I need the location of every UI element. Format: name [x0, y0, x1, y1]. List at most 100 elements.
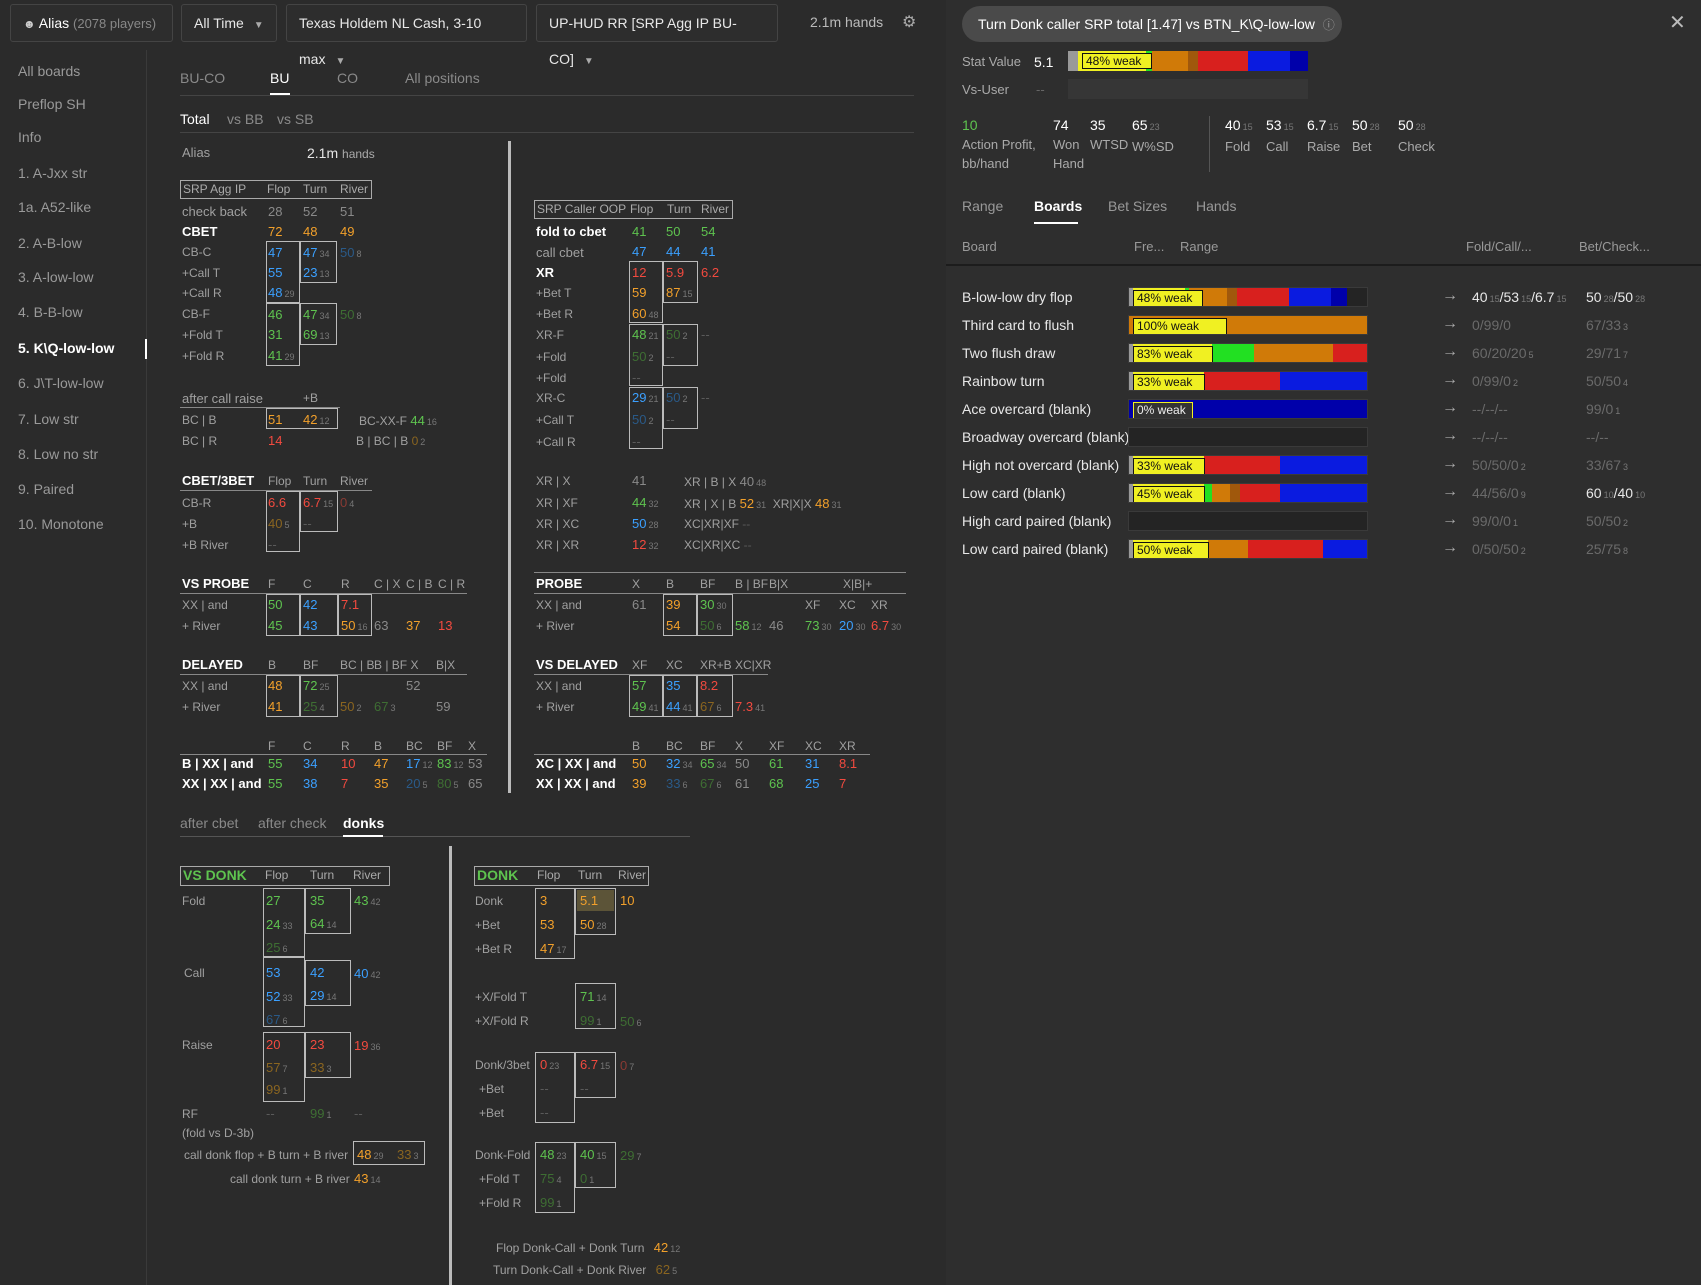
tab-all-positions[interactable]: All positions [405, 70, 480, 86]
cbr-box [300, 491, 338, 532]
label: XR | X [536, 474, 571, 488]
vsdonk-raise-box [263, 1032, 305, 1102]
board-row[interactable]: High not overcard (blank)3.933% weak→50/… [962, 452, 1701, 480]
summary-label: Bet [1352, 139, 1372, 154]
sidebar-item[interactable]: Preflop SH [18, 96, 86, 112]
val: 50 2 [666, 327, 688, 342]
sidebar-item[interactable]: 8. Low no str [18, 446, 99, 462]
val: 50 [666, 224, 681, 239]
board-name: Rainbow turn [962, 373, 1045, 389]
sidebar-item[interactable]: 1. A-Jxx str [18, 165, 88, 181]
val: 7 [341, 776, 349, 791]
tab-hands[interactable]: Hands [1196, 198, 1237, 214]
chevron-down-icon: ▼ [335, 56, 346, 67]
tab-bet-sizes[interactable]: Bet Sizes [1108, 198, 1168, 214]
val: 6.7 30 [871, 618, 902, 633]
sidebar-item[interactable]: 7. Low str [18, 411, 79, 427]
value: 67 [1586, 317, 1602, 333]
val: 38 [303, 776, 318, 791]
val: 61 [735, 776, 750, 791]
tab-underline [343, 835, 383, 837]
vs-donk-header: VS DONK Flop Turn River [180, 866, 390, 886]
sidebar-item[interactable]: 1a. A52-like [18, 199, 92, 215]
tab-range[interactable]: Range [962, 198, 1004, 214]
val: 46 [268, 307, 283, 322]
sidebar-item[interactable]: 4. B-B-low [18, 304, 83, 320]
val: 48 23 [540, 1147, 567, 1162]
label: B|X [436, 658, 456, 672]
game-label: Texas Holdem NL Cash, 3-10 max [299, 15, 482, 67]
board-row[interactable]: Third card to flush4.5100% weak→0/99/067… [962, 312, 1701, 340]
arrow-icon: → [1442, 315, 1458, 332]
tab-bu-co[interactable]: BU-CO [180, 70, 226, 86]
tab-vs-bb[interactable]: vs BB [227, 111, 264, 127]
board-row[interactable]: Two flush draw7.883% weak→60/20/20529/71… [962, 340, 1701, 368]
val: -- [666, 412, 675, 427]
board-row[interactable]: Low card paired (blank)1450% weak→0/50/5… [962, 536, 1701, 564]
val: 44 [666, 244, 681, 259]
board-row[interactable]: Ace overcard (blank)2.20% weak→--/--/--9… [962, 396, 1701, 424]
summary-stat: 10 Action Profit, bb/hand [962, 116, 1036, 173]
tab-after-check[interactable]: after check [258, 815, 327, 831]
col-board: Board [962, 239, 997, 254]
label: B | BF [735, 577, 769, 591]
val: 20 30 [839, 618, 866, 633]
tab-after-cbet[interactable]: after cbet [180, 815, 239, 831]
tab-donks[interactable]: donks [343, 815, 385, 831]
sidebar-item[interactable]: All boards [18, 63, 81, 79]
sample: 2 [1520, 462, 1526, 472]
summary-value: 10 [962, 117, 978, 133]
val: 25 [805, 776, 820, 791]
weak-label: 50% weak [1133, 542, 1209, 558]
board-row[interactable]: B-low-low dry flop5.148% weak→4015/5315/… [962, 284, 1701, 312]
weak-label: 83% weak [1133, 346, 1213, 362]
val: 57 7 [266, 1060, 288, 1075]
val: 67 6 [700, 776, 722, 791]
value: /0 [1507, 485, 1519, 501]
hud-dropdown[interactable]: UP-HUD RR [SRP Agg IP BU-CO] ▼ [536, 4, 778, 67]
tab-boards[interactable]: Boards [1034, 198, 1083, 214]
tab-co[interactable]: CO [337, 70, 358, 86]
range-bar: 33% weak [1128, 455, 1368, 475]
sidebar-item[interactable]: 10. Monotone [18, 516, 104, 532]
val: 80 5 [437, 776, 459, 791]
sidebar-item[interactable]: 6. J\T-low-low [18, 375, 104, 391]
board-name: Ace overcard (blank) [962, 401, 1092, 417]
val: 44 32 [632, 495, 659, 510]
sidebar-item[interactable]: 9. Paired [18, 481, 75, 497]
val: 12 [632, 265, 647, 280]
sidebar-item[interactable]: Info [18, 129, 42, 145]
sidebar-item[interactable]: 5. K\Q-low-low [18, 340, 115, 356]
label: C | R [438, 577, 466, 591]
value: /56 [1487, 485, 1508, 501]
alias-dropdown[interactable]: ☻ Alias (2078 players) [10, 4, 173, 42]
board-row[interactable]: Low card (blank)4.445% weak→44/56/096010… [962, 480, 1701, 508]
board-name: Low card (blank) [962, 485, 1066, 501]
tab-vs-sb[interactable]: vs SB [277, 111, 314, 127]
game-dropdown[interactable]: Texas Holdem NL Cash, 3-10 max ▼ [286, 4, 527, 67]
summary-value: 65 [1132, 117, 1148, 133]
delayed-box [300, 675, 338, 717]
value: 99 [1472, 513, 1488, 529]
label: X [632, 577, 641, 591]
sidebar-item[interactable]: 3. A-low-low [18, 269, 94, 285]
fold-call-values: 0/99/0 2 [1472, 373, 1518, 389]
close-icon[interactable]: ✕ [1669, 12, 1686, 34]
time-dropdown[interactable]: All Time ▼ [181, 4, 277, 42]
label: CB-F [182, 307, 210, 321]
val: 37 [406, 618, 421, 633]
board-row[interactable]: Broadway overcard (blank)249→--/--/----/… [962, 424, 1701, 452]
gear-icon[interactable]: ⚙ [902, 14, 917, 31]
fold-call-values: 40 15/53 15/6.7 15 [1472, 289, 1566, 305]
label: +Bet T [536, 286, 572, 300]
tab-bu[interactable]: BU [270, 70, 290, 86]
board-row[interactable]: High card paired (blank)5.2→99/0/0150/50… [962, 508, 1701, 536]
sample: 5 [1528, 350, 1534, 360]
sidebar-item[interactable]: 2. A-B-low [18, 235, 82, 251]
summary-label: Call [1266, 139, 1289, 154]
val: 51 [268, 412, 283, 427]
label: BC-XX-F 44 16 [359, 413, 437, 428]
info-icon[interactable]: ⓘ [1322, 18, 1335, 32]
tab-total[interactable]: Total [180, 111, 210, 127]
